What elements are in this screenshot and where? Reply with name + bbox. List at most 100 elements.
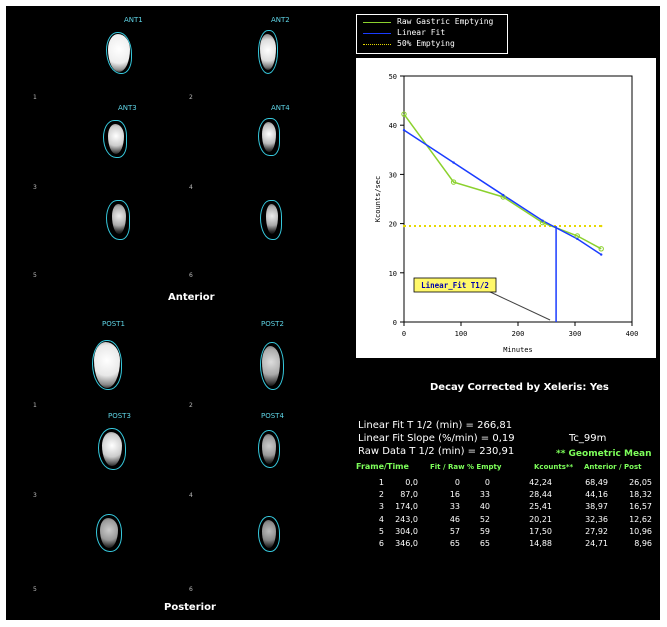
raw-data-point [450,179,457,185]
y-tick-label: 40 [389,122,397,130]
frame-number-ant3: 3 [33,184,37,191]
table-cell-time: 243,0 [395,514,418,524]
legend-label-linear: Linear Fit [397,28,446,37]
table-cell-frame: 5 [378,526,384,536]
legend-swatch-raw [363,22,391,23]
frame-number-ant2: 2 [189,94,193,101]
gastric-emptying-screen: ANT1 1 ANT2 2 ANT3 3 ANT4 4 5 6 Anterior… [6,6,660,620]
table-cell-raw: 40 [479,502,490,512]
table-cell-frame: 1 [378,478,384,487]
annotation-box [413,277,497,293]
table-cell-fit: 65 [449,539,460,548]
table-cell-raw: 52 [479,514,490,524]
frame-label-post2: POST2 [261,320,284,328]
table-cell-posterior: 12,62 [629,514,652,524]
table-cell-fit: 33 [449,502,460,512]
roi-outline-ant3 [103,120,127,158]
roi-outline-ant1 [106,32,132,74]
frame-number-ant1: 1 [33,94,37,101]
linear-fit-point [576,237,579,241]
frame-label-post1: POST1 [102,320,125,328]
t-half-annotation: Linear_Fit T1/2 [421,281,489,290]
x-tick-label: 300 [569,330,582,338]
table-cell-anterior: 38,97 [585,502,608,512]
roi-outline-ant5 [106,200,130,240]
frame-number-ant6: 6 [189,272,193,279]
table-cell-posterior: 26,05 [629,478,652,487]
series-line-linear [403,129,602,256]
table-cell-frame: 6 [378,539,384,548]
y-tick-label: 20 [389,221,397,229]
isotope-label: Tc_99m [569,433,607,444]
y-tick-label: 0 [393,319,397,327]
y-tick-label: 30 [389,171,397,179]
frame-label-post4: POST4 [261,412,284,420]
table-cell-anterior: 44,16 [585,490,608,500]
series-line-raw [403,113,602,250]
x-tick-label: 0 [402,330,406,338]
header-anterior-post: Anterior / Post [584,463,642,471]
raw-data-thalf: Raw Data T 1/2 (min) = 230,91 [358,446,515,457]
annotation-leader [485,289,551,321]
linear-fit-point [600,253,603,256]
legend-label-50pct: 50% Emptying [397,39,455,48]
linear-fit-point [501,193,505,197]
half-emptying-point [600,224,603,228]
legend-swatch-linear [363,33,391,34]
raw-data-point [401,111,407,117]
frame-label-ant1: ANT1 [124,16,143,24]
frame-number-post6: 6 [189,586,193,593]
gastric-emptying-chart: 0 100 200 300 400 0 10 20 30 40 50 Minutes Kcounts/s… [356,58,656,358]
table-cell-time: 174,0 [395,502,418,512]
table-cell-frame: 3 [378,502,384,512]
roi-outline-post2 [260,342,284,390]
table-cell-raw: 0 [484,478,490,487]
linear-fit-thalf: Linear Fit T 1/2 (min) = 266,81 [358,420,513,431]
header-kcounts: Kcounts** [534,463,574,471]
table-cell-kcounts: 17,50 [529,526,552,536]
table-cell-fit: 46 [449,514,460,524]
table-cell-kcounts: 25,41 [529,502,552,512]
roi-outline-ant2 [258,30,278,74]
table-cell-posterior: 16,57 [629,502,652,512]
linear-fit-slope: Linear Fit Slope (%/min) = 0,19 [358,433,515,444]
table-cell-time: 304,0 [395,526,418,536]
table-cell-time: 346,0 [395,539,418,548]
table-cell-fit: 16 [449,490,460,500]
table-cell-kcounts: 14,88 [529,539,552,548]
roi-outline-post6 [258,516,280,552]
header-fit-raw: Fit / Raw % Empty [430,463,502,471]
table-cell-posterior: 10,96 [629,526,652,536]
table-cell-time: 87,0 [400,490,418,500]
x-tick-label: 200 [512,330,525,338]
linear-fit-point [452,161,455,164]
legend-item-linear: Linear Fit [357,28,507,39]
x-tick-label: 100 [455,330,468,338]
table-cell-fit: 0 [454,478,460,487]
raw-data-point [598,246,604,252]
linear-fit-point [402,128,406,132]
table-cell-kcounts: 28,44 [529,490,552,500]
frame-number-post5: 5 [33,586,37,593]
table-cell-frame: 2 [378,490,384,500]
frame-label-ant3: ANT3 [118,104,137,112]
y-axis-label: Kcounts/sec [374,176,382,222]
anterior-label: Anterior [168,292,215,303]
table-cell-frame: 4 [378,514,384,524]
table-cell-raw: 59 [479,526,490,536]
table-cell-anterior: 68,49 [585,478,608,487]
half-emptying-point [402,224,406,228]
roi-outline-ant4 [258,118,280,156]
table-cell-anterior: 32,36 [585,514,608,524]
table-cell-kcounts: 20,21 [529,514,552,524]
roi-outline-post5 [96,514,122,552]
roi-outline-ant6 [260,200,282,240]
table-cell-anterior: 27,92 [585,526,608,536]
table-cell-fit: 57 [449,526,460,536]
table-cell-raw: 65 [479,539,490,548]
header-frame-time: Frame/Time [356,462,409,471]
frame-number-post4: 4 [189,492,193,499]
linear-fit-point [541,219,544,222]
table-cell-raw: 33 [479,490,490,500]
frame-number-ant4: 4 [189,184,193,191]
